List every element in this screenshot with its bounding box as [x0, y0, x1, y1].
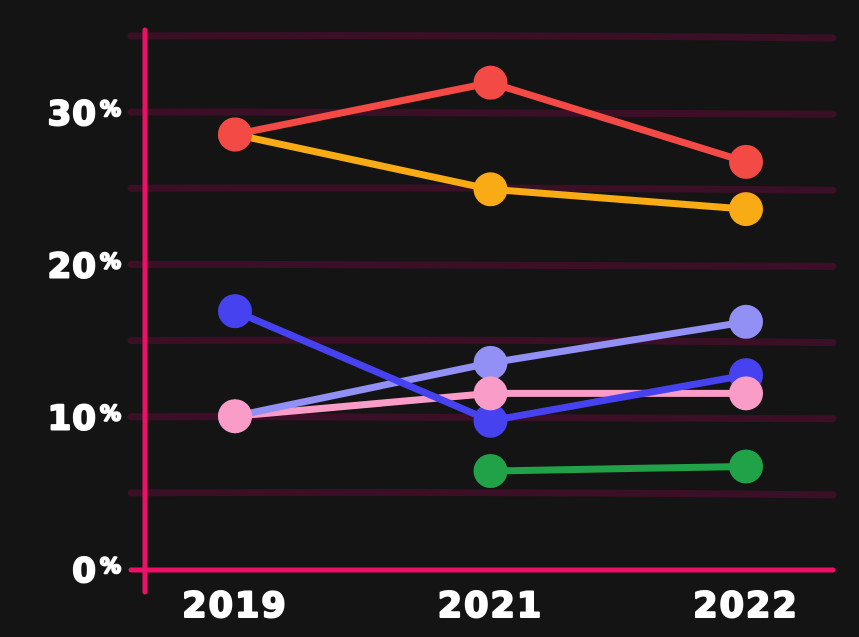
y-tick-label-0: 0% — [72, 551, 122, 591]
y-tick-label-20: 20% — [48, 246, 122, 286]
data-point-periwinkle-2021 — [473, 345, 508, 380]
x-tick-label-2022: 2022 — [693, 586, 798, 626]
gridline-20 — [127, 260, 837, 270]
data-point-pink-2019 — [218, 399, 252, 434]
data-point-periwinkle-2022 — [729, 304, 763, 339]
x-tick-label-2021: 2021 — [438, 586, 543, 626]
data-point-green-2022 — [729, 449, 763, 484]
data-point-yellow-2021 — [473, 172, 508, 207]
data-point-red-2022 — [729, 144, 763, 179]
gridline-30 — [127, 108, 837, 118]
y-tick-label-30: 30% — [48, 94, 122, 134]
data-point-blue-2021 — [473, 403, 508, 438]
data-point-green-2021 — [473, 454, 508, 489]
x-tick-label-2019: 2019 — [182, 586, 287, 626]
data-point-blue-2019 — [218, 294, 252, 329]
gridline-35 — [127, 32, 837, 42]
gridline-15 — [127, 336, 837, 347]
data-point-pink-2022 — [729, 376, 763, 411]
data-point-red-2021 — [473, 65, 508, 100]
data-point-yellow-2022 — [729, 192, 763, 227]
y-tick-label-10: 10% — [48, 399, 122, 439]
gridline-5 — [127, 488, 837, 499]
series-line-green — [487, 462, 750, 475]
data-point-red-2019 — [218, 117, 252, 152]
data-point-pink-2021 — [473, 376, 508, 411]
